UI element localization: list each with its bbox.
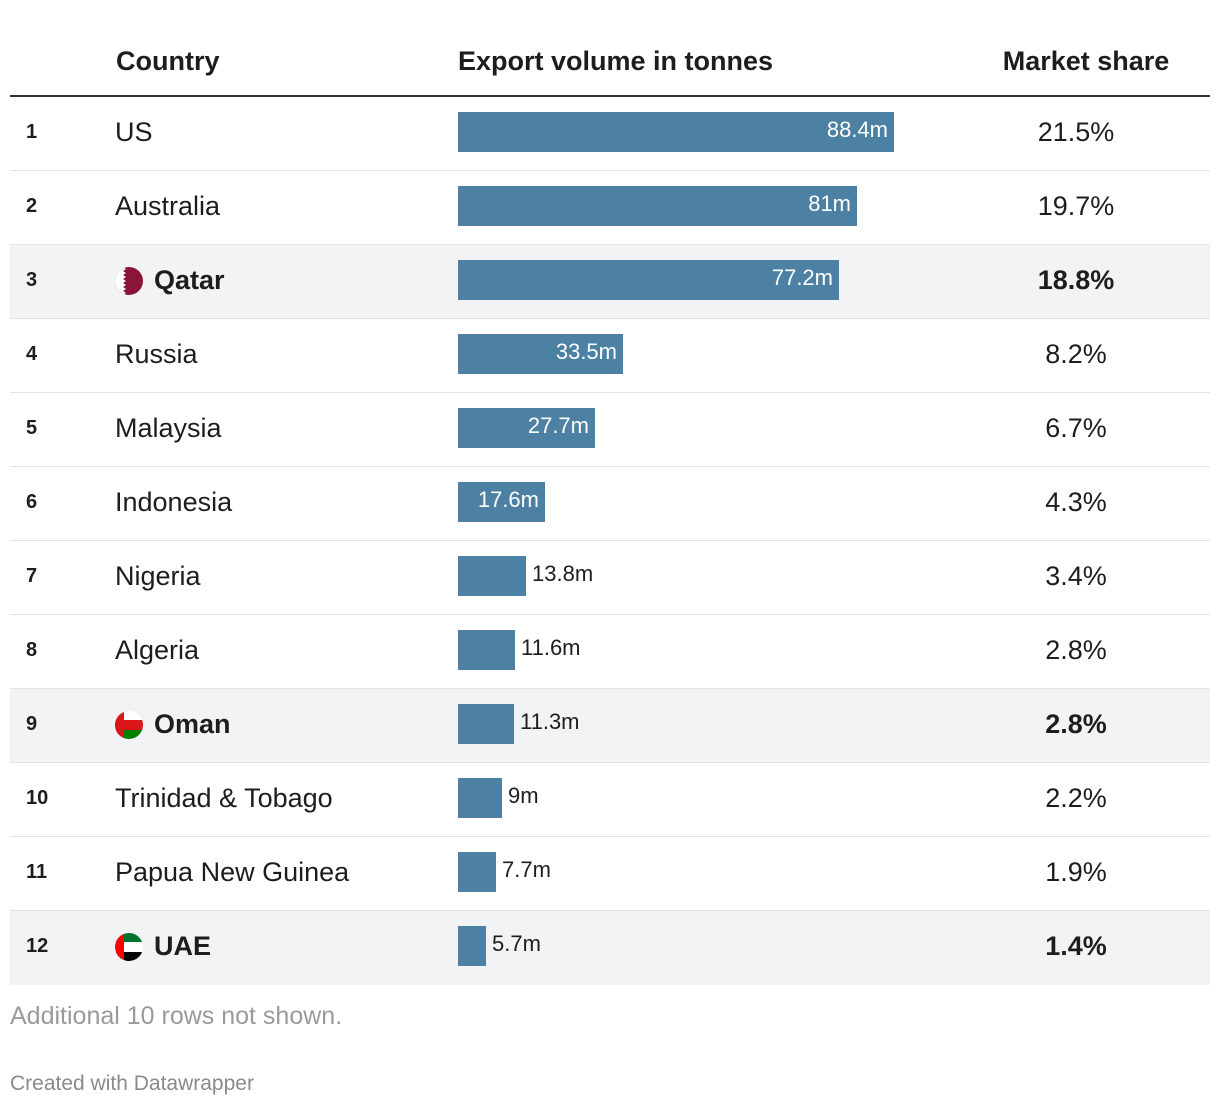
country-name: Indonesia bbox=[115, 487, 233, 517]
market-share-cell: 21.5% bbox=[1037, 117, 1115, 147]
oman-flag-icon bbox=[115, 710, 143, 739]
table-row: 10 Trinidad & Tobago 9m 2.2% bbox=[10, 763, 1210, 837]
export-volume-bar bbox=[458, 852, 496, 892]
market-share-cell: 1.9% bbox=[1045, 857, 1107, 887]
export-volume-label: 7.7m bbox=[502, 857, 551, 882]
country-name: Nigeria bbox=[115, 561, 201, 591]
export-volume-bar bbox=[458, 260, 839, 300]
table-header: Country Export volume in tonnes Market s… bbox=[10, 44, 1210, 97]
export-volume-label: 17.6m bbox=[477, 487, 539, 512]
country-cell: UAE bbox=[115, 931, 211, 962]
table-row: 1 US 88.4m 21.5% bbox=[10, 97, 1210, 171]
table-row: 9 Oman 11.3m 2.8% bbox=[10, 689, 1210, 763]
rank-cell: 2 bbox=[26, 195, 38, 217]
country-cell: Indonesia bbox=[115, 487, 232, 518]
country-cell: US bbox=[115, 117, 153, 148]
market-share-cell: 18.8% bbox=[1037, 265, 1115, 295]
export-volume-bar bbox=[458, 482, 545, 522]
country-name: US bbox=[115, 117, 153, 147]
market-share-cell: 3.4% bbox=[1045, 561, 1107, 591]
export-volume-label: 13.8m bbox=[532, 561, 594, 586]
country-name: Oman bbox=[154, 709, 231, 739]
market-share-cell: 4.3% bbox=[1045, 487, 1107, 517]
rank-cell: 1 bbox=[26, 121, 38, 143]
country-cell: Qatar bbox=[115, 265, 225, 296]
country-name: UAE bbox=[154, 931, 212, 961]
table-row: 8 Algeria 11.6m 2.8% bbox=[10, 615, 1210, 689]
rank-cell: 10 bbox=[26, 787, 49, 809]
country-name: Australia bbox=[115, 191, 221, 221]
table-row: 3 Qatar 77.2m 18.8% bbox=[10, 245, 1210, 319]
market-share-cell: 6.7% bbox=[1045, 413, 1107, 443]
market-share-cell: 19.7% bbox=[1037, 191, 1115, 221]
rank-cell: 3 bbox=[26, 269, 38, 291]
country-name: Papua New Guinea bbox=[115, 857, 350, 887]
export-volume-label: 88.4m bbox=[826, 117, 888, 142]
country-name: Malaysia bbox=[115, 413, 222, 443]
country-cell: Russia bbox=[115, 339, 198, 370]
rank-cell: 9 bbox=[26, 713, 38, 735]
market-share-cell: 2.8% bbox=[1045, 635, 1107, 665]
table-row: 11 Papua New Guinea 7.7m 1.9% bbox=[10, 837, 1210, 911]
export-volume-label: 33.5m bbox=[555, 339, 617, 364]
table-row: 12 UAE 5.7m 1.4% bbox=[10, 911, 1210, 985]
table-row: 2 Australia 81m 19.7% bbox=[10, 171, 1210, 245]
rank-cell: 11 bbox=[26, 861, 48, 883]
table-body: 1 US 88.4m 21.5% 2 Australia 81m 19.7% 3 Qatar 77.… bbox=[10, 97, 1210, 985]
country-name: Russia bbox=[115, 339, 198, 369]
export-volume-label: 77.2m bbox=[771, 265, 833, 290]
export-volume-label: 5.7m bbox=[492, 931, 541, 956]
market-share-cell: 8.2% bbox=[1045, 339, 1107, 369]
export-volume-bar bbox=[458, 926, 486, 966]
table-row: 5 Malaysia 27.7m 6.7% bbox=[10, 393, 1210, 467]
uae-flag-icon bbox=[115, 932, 143, 961]
rows-not-shown-note: Additional 10 rows not shown. bbox=[10, 1002, 343, 1030]
table-row: 6 Indonesia 17.6m 4.3% bbox=[10, 467, 1210, 541]
export-volume-bar bbox=[458, 556, 526, 596]
rank-cell: 5 bbox=[26, 417, 38, 439]
export-volume-bar bbox=[458, 408, 595, 448]
country-cell: Algeria bbox=[115, 635, 199, 666]
rank-cell: 12 bbox=[26, 935, 49, 957]
table-row: 7 Nigeria 13.8m 3.4% bbox=[10, 541, 1210, 615]
market-share-column-header: Market share bbox=[1002, 46, 1170, 76]
country-name: Qatar bbox=[154, 265, 225, 295]
table-row: 4 Russia 33.5m 8.2% bbox=[10, 319, 1210, 393]
rank-cell: 7 bbox=[26, 565, 38, 587]
rank-cell: 6 bbox=[26, 491, 38, 513]
datawrapper-credit: Created with Datawrapper bbox=[10, 1072, 254, 1095]
export-volume-label: 81m bbox=[808, 191, 851, 216]
country-cell: Papua New Guinea bbox=[115, 857, 349, 888]
export-volume-bar bbox=[458, 186, 857, 226]
country-cell: Malaysia bbox=[115, 413, 222, 444]
country-cell: Oman bbox=[115, 709, 231, 740]
export-volume-bar bbox=[458, 112, 894, 152]
market-share-cell: 1.4% bbox=[1045, 931, 1107, 961]
export-volume-bar bbox=[458, 704, 514, 744]
export-volume-label: 11.6m bbox=[521, 635, 581, 660]
export-volume-column-header: Export volume in tonnes bbox=[458, 46, 774, 76]
country-cell: Australia bbox=[115, 191, 220, 222]
export-volume-label: 11.3m bbox=[520, 709, 580, 734]
export-volume-label: 9m bbox=[508, 783, 539, 808]
rank-cell: 8 bbox=[26, 639, 38, 661]
country-column-header: Country bbox=[116, 46, 220, 76]
country-name: Algeria bbox=[115, 635, 200, 665]
export-volume-bar bbox=[458, 630, 515, 670]
market-share-cell: 2.8% bbox=[1045, 709, 1107, 739]
country-cell: Trinidad & Tobago bbox=[115, 783, 333, 814]
rank-cell: 4 bbox=[26, 343, 38, 365]
export-volume-bar bbox=[458, 334, 623, 374]
qatar-flag-icon bbox=[115, 266, 143, 295]
country-name: Trinidad & Tobago bbox=[115, 783, 333, 813]
export-volume-bar bbox=[458, 778, 502, 818]
export-volume-label: 27.7m bbox=[527, 413, 589, 438]
market-share-cell: 2.2% bbox=[1045, 783, 1107, 813]
country-cell: Nigeria bbox=[115, 561, 201, 592]
